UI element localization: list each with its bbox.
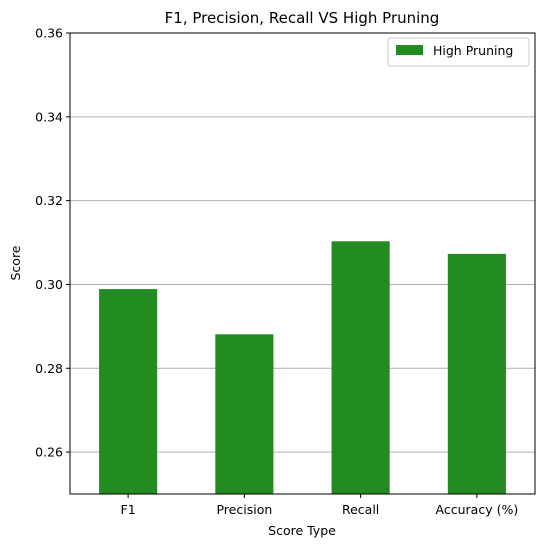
legend-label: High Pruning bbox=[433, 43, 513, 58]
bar-precision bbox=[215, 334, 274, 494]
legend-frame bbox=[387, 37, 530, 67]
y-tick-label: 0.32 bbox=[35, 193, 63, 208]
x-tick-label: Precision bbox=[216, 502, 272, 517]
bar-f1 bbox=[99, 289, 158, 494]
bar-recall bbox=[331, 241, 390, 494]
legend: High Pruning bbox=[387, 37, 530, 67]
x-axis-title: Score Type bbox=[268, 523, 336, 538]
x-tick-label: Accuracy (%) bbox=[436, 502, 519, 517]
plot-frame bbox=[69, 32, 536, 495]
y-axis-title: Score bbox=[8, 245, 23, 280]
x-tick-label: F1 bbox=[121, 502, 136, 517]
bars bbox=[99, 241, 506, 494]
x-axis-ticks: F1 Precision Recall Accuracy (%) bbox=[121, 494, 519, 517]
bar-accuracy bbox=[447, 253, 506, 494]
legend-swatch bbox=[396, 45, 423, 55]
x-tick-label: Recall bbox=[342, 502, 379, 517]
y-tick-label: 0.36 bbox=[35, 26, 63, 41]
chart-title: F1, Precision, Recall VS High Pruning bbox=[165, 9, 440, 27]
y-tick-label: 0.34 bbox=[35, 109, 63, 124]
y-tick-label: 0.30 bbox=[35, 277, 63, 292]
y-tick-label: 0.26 bbox=[35, 445, 63, 460]
y-tick-label: 0.28 bbox=[35, 361, 63, 376]
y-axis-ticks: 0.26 0.28 0.30 0.32 0.34 0.36 bbox=[35, 26, 70, 460]
